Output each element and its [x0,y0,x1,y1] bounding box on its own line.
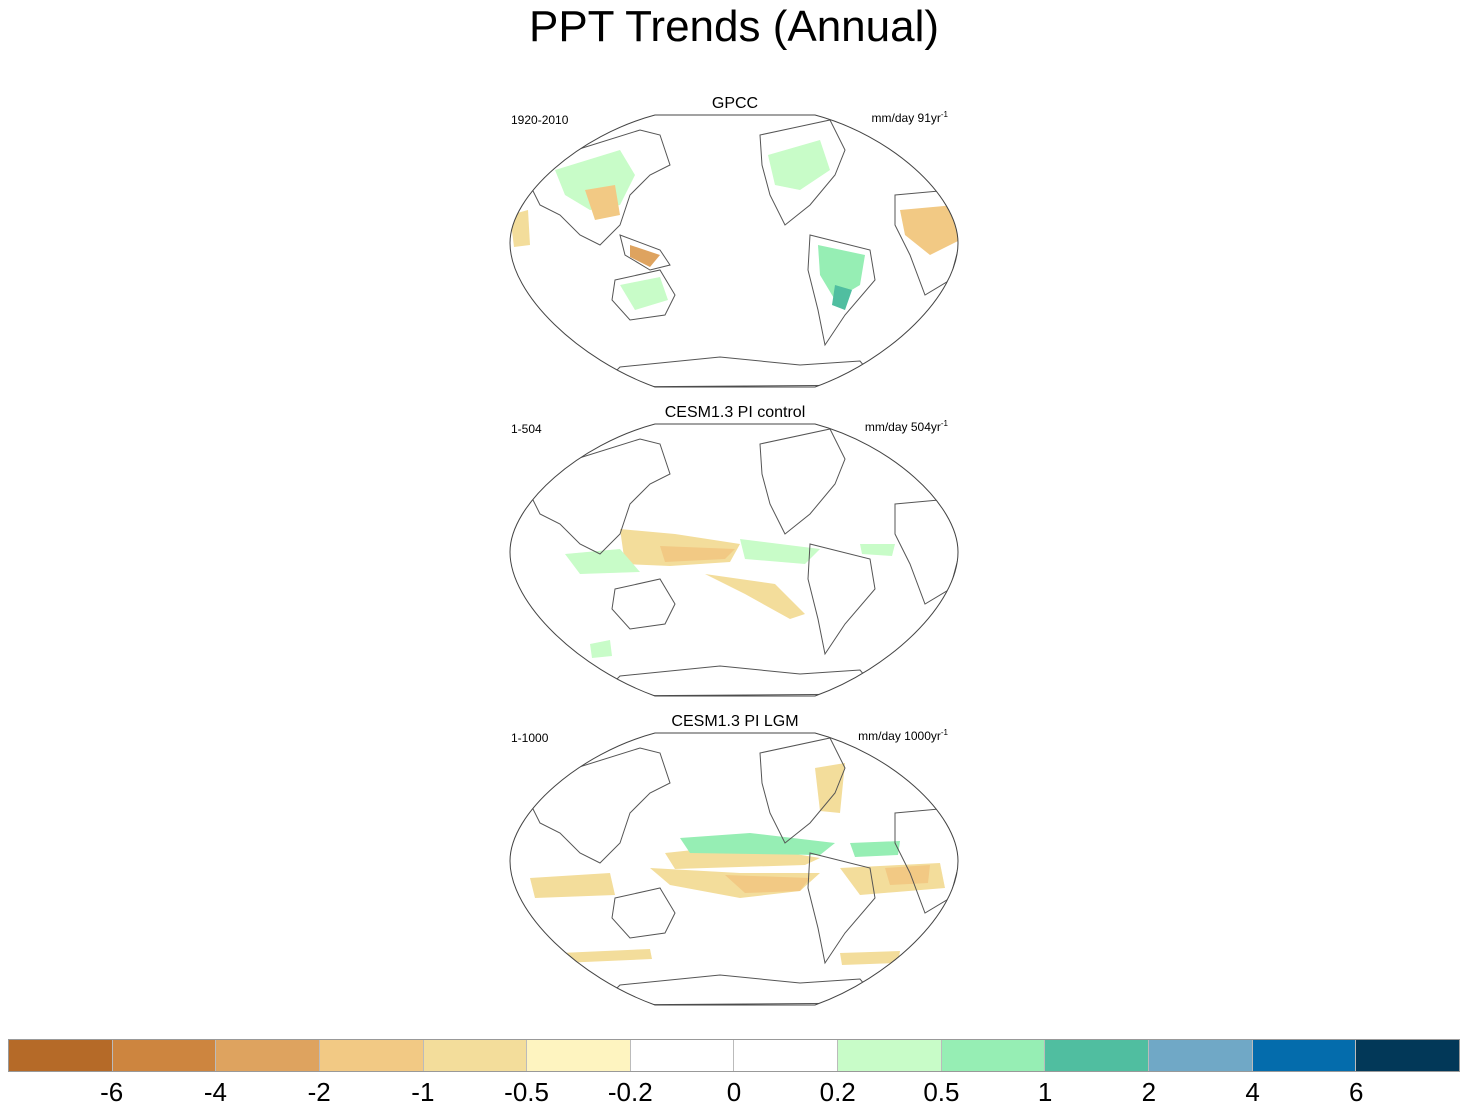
colorbar-box [216,1040,320,1071]
colorbar-box [1252,1040,1357,1071]
colorbar-box [1045,1040,1150,1071]
trend-patch [630,245,660,267]
trend-patch [840,951,900,965]
colorbar-box [941,1040,1046,1071]
landmass-antarctica [598,974,882,1005]
map-outline [509,732,959,1006]
colorbar-box [423,1040,528,1071]
trend-patch [585,185,620,220]
colorbar [8,1039,1460,1072]
trend-patch [510,210,530,247]
colorbar-box [9,1040,113,1071]
trend-patch [860,544,895,556]
trend-patch [530,873,615,898]
landmass-australia [611,887,676,939]
landmass-australia [611,578,676,630]
colorbar-box [1149,1040,1253,1071]
colorbar-label: -0.5 [504,1077,549,1107]
trend-patch [560,949,652,963]
colorbar-box [112,1040,217,1071]
map-panel-cesm-pi-lgm: CESM1.3 PI LGM 1-1000 mm/day 1000yr-1 [500,713,970,1013]
colorbar-box [527,1040,631,1071]
panel-period: 1920-2010 [511,113,569,127]
landmass-north-america [759,428,846,535]
landmass-south-america [807,543,876,656]
colorbar-label: -1 [411,1077,435,1107]
colorbar-label: -4 [203,1077,227,1107]
trend-patch [768,140,830,190]
panel-title: GPCC [711,95,759,112]
colorbar-labels: -6 -4 -2 -1 -0.5 -0.2 0 0.2 0.5 1 2 4 6 [8,1076,1460,1110]
panel-units: mm/day 1000yr-1 [858,728,948,743]
colorbar-box [838,1040,942,1071]
colorbar-label: 2 [1141,1077,1157,1107]
colorbar-label: -6 [100,1077,124,1107]
panel-units: mm/day 91yr-1 [871,110,948,125]
trend-patch [832,285,852,310]
world-map [509,423,959,697]
trend-patch [725,875,810,893]
trend-patch [565,549,640,574]
landmass-asia [529,747,671,864]
map-outline [509,423,959,697]
trend-patch [705,574,805,619]
panel-title: CESM1.3 PI control [664,404,806,421]
trend-patch [740,539,820,564]
colorbar-label: 0.2 [819,1077,856,1107]
colorbar-box [630,1040,735,1071]
panel-period: 1-504 [511,422,542,436]
colorbar-label: -2 [307,1077,331,1107]
landmass-africa [894,498,958,605]
trend-patch [815,763,845,813]
panel-period: 1-1000 [511,731,549,745]
panel-title: CESM1.3 PI LGM [671,713,799,730]
colorbar-label: 0 [726,1077,742,1107]
trend-patch [620,277,668,310]
colorbar-box [319,1040,424,1071]
colorbar-box [1356,1040,1459,1071]
trend-patch [590,640,612,658]
landmass-asia [529,438,671,555]
trend-patch [850,841,900,857]
panel-units: mm/day 504yr-1 [864,419,948,434]
trend-patch [900,205,958,255]
landmass-north-america [759,737,846,844]
landmass-south-america [807,852,876,965]
landmass-antarctica [598,356,882,387]
map-panel-gpcc: GPCC 1920-2010 mm/day 91yr-1 [500,95,970,395]
landmass-africa [894,807,958,914]
map-outline [509,114,959,388]
colorbar-box [734,1040,839,1071]
landmass-antarctica [598,665,882,696]
world-map [509,114,959,388]
trend-patch [885,865,930,885]
trend-patch [818,245,865,300]
trend-patch [680,833,835,855]
map-panel-cesm-pi-control: CESM1.3 PI control 1-504 mm/day 504yr-1 [500,404,970,704]
colorbar-label: 4 [1245,1077,1260,1107]
world-map [509,732,959,1006]
colorbar-label: 0.5 [923,1077,960,1107]
figure-title: PPT Trends (Annual) [528,2,940,51]
colorbar-label: 1 [1037,1077,1053,1107]
trend-patch [660,546,735,562]
colorbar-label: 6 [1349,1077,1364,1107]
colorbar-label: -0.2 [607,1077,653,1107]
